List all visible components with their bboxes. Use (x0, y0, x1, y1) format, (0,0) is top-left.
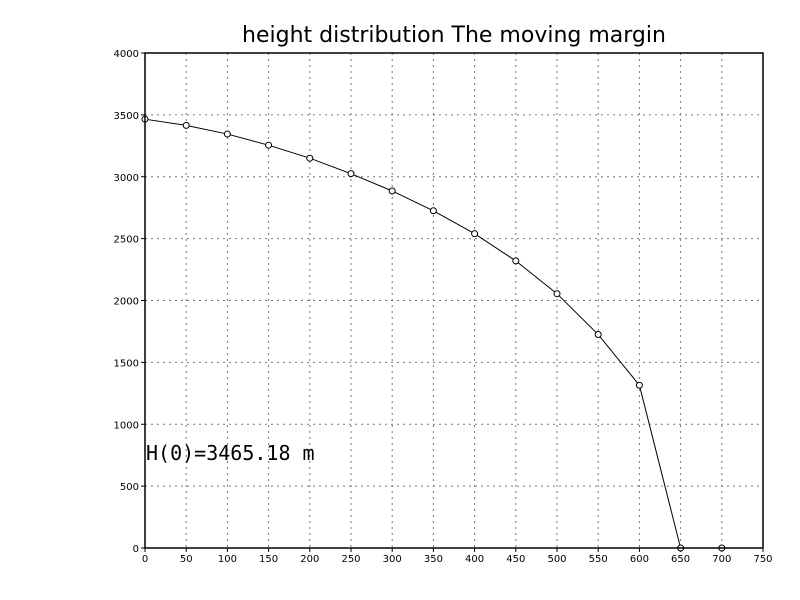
grid (145, 53, 763, 548)
annotation-h0: H(0)=3465.18 m (146, 441, 315, 465)
x-tick-label: 400 (465, 554, 484, 565)
data-point (265, 141, 273, 149)
y-tick-label: 500 (120, 482, 139, 493)
data-point (553, 290, 561, 298)
y-tick-label: 1000 (114, 420, 139, 431)
x-tick-label: 450 (506, 554, 525, 565)
data-point (388, 187, 396, 195)
axis-ticks: 0 50 100 150 200 250 300 350 400 450 500 550 600 650 7… (114, 49, 773, 565)
data-point (347, 170, 355, 178)
y-tick-label: 1500 (114, 358, 139, 369)
x-tick-label: 100 (218, 554, 237, 565)
plot-frame (144, 52, 764, 549)
y-tick-label: 2000 (114, 297, 139, 308)
data-point (223, 130, 231, 138)
data-point (594, 331, 602, 339)
y-tick-label: 3500 (114, 111, 139, 122)
x-tick-label: 700 (712, 554, 731, 565)
x-tick-label: 150 (259, 554, 278, 565)
x-tick-label: 50 (180, 554, 193, 565)
data-point (635, 381, 643, 389)
y-tick-label: 2500 (114, 235, 139, 246)
data-point (182, 121, 190, 129)
chart-title: height distribution The moving margin (242, 23, 666, 48)
x-tick-label: 200 (300, 554, 319, 565)
data-point (429, 207, 437, 215)
x-tick-label: 650 (671, 554, 690, 565)
x-tick-label: 300 (383, 554, 402, 565)
data-point (306, 154, 314, 162)
x-tick-label: 550 (589, 554, 608, 565)
y-tick-label: 3000 (114, 173, 139, 184)
y-tick-label: 0 (133, 544, 139, 555)
x-tick-label: 750 (753, 554, 772, 565)
data-point (512, 257, 520, 265)
x-tick-label: 250 (341, 554, 360, 565)
x-tick-label: 0 (142, 554, 148, 565)
x-tick-label: 350 (424, 554, 443, 565)
x-tick-label: 600 (630, 554, 649, 565)
y-tick-label: 4000 (114, 49, 139, 60)
data-point (471, 230, 479, 238)
x-tick-label: 500 (547, 554, 566, 565)
